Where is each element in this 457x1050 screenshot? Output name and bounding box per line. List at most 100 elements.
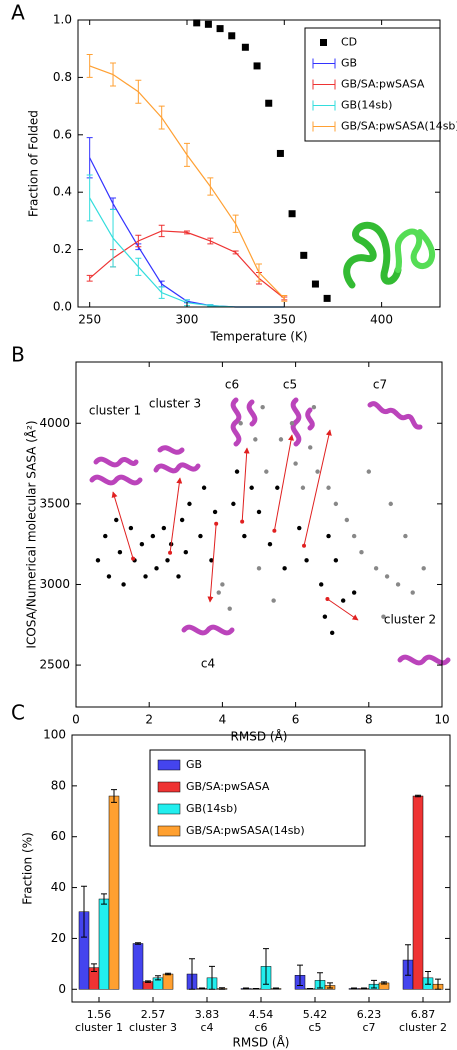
point bbox=[139, 541, 145, 547]
plot-frame bbox=[77, 19, 441, 308]
error-bar bbox=[165, 972, 171, 976]
error-bar bbox=[81, 885, 87, 938]
y-tick-label: 3000 bbox=[39, 577, 70, 591]
annotation-label: c6 bbox=[225, 378, 239, 392]
x-tick-label: c6 bbox=[254, 1021, 267, 1034]
legend-label: CD bbox=[341, 36, 357, 49]
series-line bbox=[89, 65, 285, 299]
y-tick-label: 20 bbox=[51, 931, 66, 945]
annotation-point bbox=[325, 596, 330, 601]
error-bar bbox=[135, 234, 142, 248]
x-tick-label: cluster 3 bbox=[129, 1021, 177, 1034]
error-bar bbox=[145, 980, 151, 983]
y-tick-label: 3500 bbox=[39, 496, 70, 510]
x-tick-label: 6.23 bbox=[357, 1008, 382, 1021]
point bbox=[234, 469, 240, 474]
annotation-label: c4 bbox=[201, 657, 215, 671]
point bbox=[304, 558, 309, 563]
point bbox=[165, 558, 170, 563]
panel-label: A bbox=[11, 1, 25, 25]
error-bar bbox=[111, 789, 117, 803]
error-bar bbox=[297, 964, 303, 986]
x-tick-label: 400 bbox=[370, 313, 393, 327]
point bbox=[293, 461, 298, 466]
protein-illustration bbox=[89, 221, 451, 666]
y-tick-label: 0.0 bbox=[53, 300, 72, 314]
x-tick-label: 8 bbox=[365, 713, 373, 727]
error-bar bbox=[110, 208, 117, 268]
point bbox=[187, 501, 192, 507]
error-bar bbox=[158, 286, 165, 299]
panel-label: B bbox=[11, 343, 25, 367]
bar bbox=[98, 898, 110, 990]
annotation-label: cluster 1 bbox=[89, 404, 141, 418]
annotation-label: cluster 2 bbox=[384, 613, 436, 627]
x-tick-label: 0 bbox=[72, 713, 80, 727]
error-bar bbox=[361, 987, 367, 990]
error-bar bbox=[189, 958, 195, 990]
x-tick-label: cluster 2 bbox=[399, 1021, 447, 1034]
point bbox=[114, 517, 119, 523]
point bbox=[201, 485, 207, 490]
marker bbox=[228, 32, 236, 40]
error-bar bbox=[135, 79, 142, 104]
y-axis-label: ICOSA/Numerical molecular SASA (Å²) bbox=[24, 420, 39, 648]
error-bar bbox=[135, 942, 141, 945]
error-bar bbox=[371, 979, 377, 989]
x-tick-label: 1.56 bbox=[87, 1008, 112, 1021]
error-bar bbox=[256, 263, 262, 282]
annotation-arrow bbox=[303, 429, 332, 546]
bar bbox=[412, 795, 424, 990]
annotation-point bbox=[168, 550, 173, 555]
y-tick-label: 60 bbox=[51, 829, 66, 843]
point bbox=[322, 614, 328, 619]
x-tick-label: 5.42 bbox=[303, 1008, 328, 1021]
point bbox=[227, 606, 232, 611]
annotation-label: c7 bbox=[373, 378, 387, 392]
error-bar bbox=[307, 988, 313, 990]
error-bar bbox=[425, 970, 431, 985]
point bbox=[121, 582, 126, 587]
annotation-arrow bbox=[241, 447, 250, 522]
error-bar bbox=[101, 893, 107, 905]
annotation-arrow bbox=[111, 491, 134, 559]
error-bar bbox=[158, 224, 165, 238]
x-tick-label: c4 bbox=[200, 1021, 213, 1034]
legend-label: GB/SA:pwSASA(14sb) bbox=[341, 120, 457, 133]
annotation-point bbox=[302, 543, 307, 548]
point bbox=[300, 485, 306, 490]
error-bar bbox=[253, 988, 259, 990]
marker bbox=[253, 62, 261, 70]
annotation-point bbox=[131, 556, 136, 561]
point bbox=[271, 598, 276, 603]
point bbox=[183, 550, 188, 555]
x-tick-label: 6 bbox=[292, 713, 300, 727]
annotation-arrow bbox=[207, 523, 217, 603]
point bbox=[267, 541, 273, 547]
point bbox=[161, 525, 167, 531]
legend-label: GB/SA:pwSASA(14sb) bbox=[186, 824, 305, 837]
error-bar bbox=[435, 978, 441, 990]
point bbox=[95, 558, 101, 563]
point bbox=[242, 533, 247, 539]
point bbox=[373, 566, 379, 571]
x-tick-label: 6.87 bbox=[411, 1008, 436, 1021]
legend-swatch bbox=[157, 803, 181, 815]
point bbox=[366, 469, 371, 474]
x-tick-label: 300 bbox=[176, 313, 199, 327]
x-tick-label: 3.83 bbox=[195, 1008, 220, 1021]
error-bar bbox=[207, 237, 214, 245]
y-tick-label: 0.4 bbox=[53, 185, 72, 199]
point bbox=[410, 590, 415, 595]
panel-label: C bbox=[11, 701, 25, 725]
point bbox=[150, 533, 156, 539]
marker bbox=[288, 210, 296, 218]
point bbox=[297, 525, 302, 531]
point bbox=[333, 558, 339, 563]
point bbox=[238, 421, 243, 426]
marker bbox=[323, 294, 331, 302]
legend-swatch bbox=[157, 825, 181, 837]
point bbox=[319, 582, 324, 587]
marker bbox=[204, 20, 212, 28]
point bbox=[128, 525, 134, 531]
